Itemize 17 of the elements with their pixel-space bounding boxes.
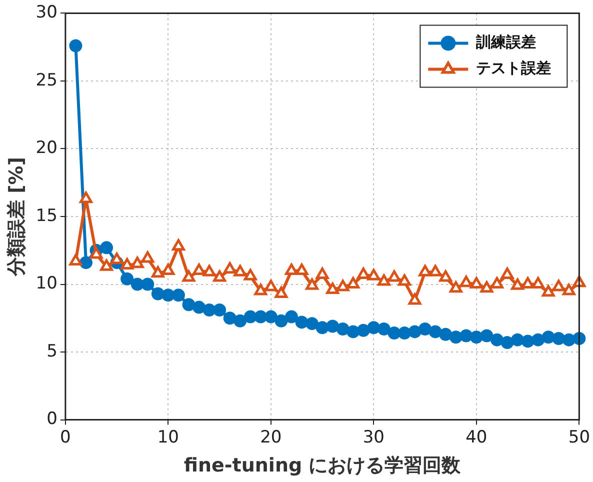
x-tick-label: 30: [362, 427, 385, 448]
y-axis-title: 分類誤差 [%]: [5, 156, 28, 278]
x-tick-label: 40: [466, 427, 488, 448]
x-axis-title: fine-tuning における学習回数: [184, 454, 462, 477]
y-tick-label: 10: [36, 274, 58, 294]
x-tick-label: 20: [260, 427, 282, 448]
y-tick-label: 25: [36, 70, 58, 90]
legend-label: テスト誤差: [476, 59, 552, 78]
y-tick-label: 30: [36, 2, 58, 23]
x-tick-label: 10: [157, 427, 180, 448]
y-tick-label: 15: [36, 206, 58, 226]
x-tick-label: 0: [60, 427, 71, 448]
y-tick-label: 5: [46, 341, 58, 362]
legend-label: 訓練誤差: [475, 33, 536, 52]
x-tick-label: 50: [568, 427, 590, 448]
y-tick-label: 20: [36, 138, 58, 158]
y-tick-label: 0: [46, 409, 58, 430]
